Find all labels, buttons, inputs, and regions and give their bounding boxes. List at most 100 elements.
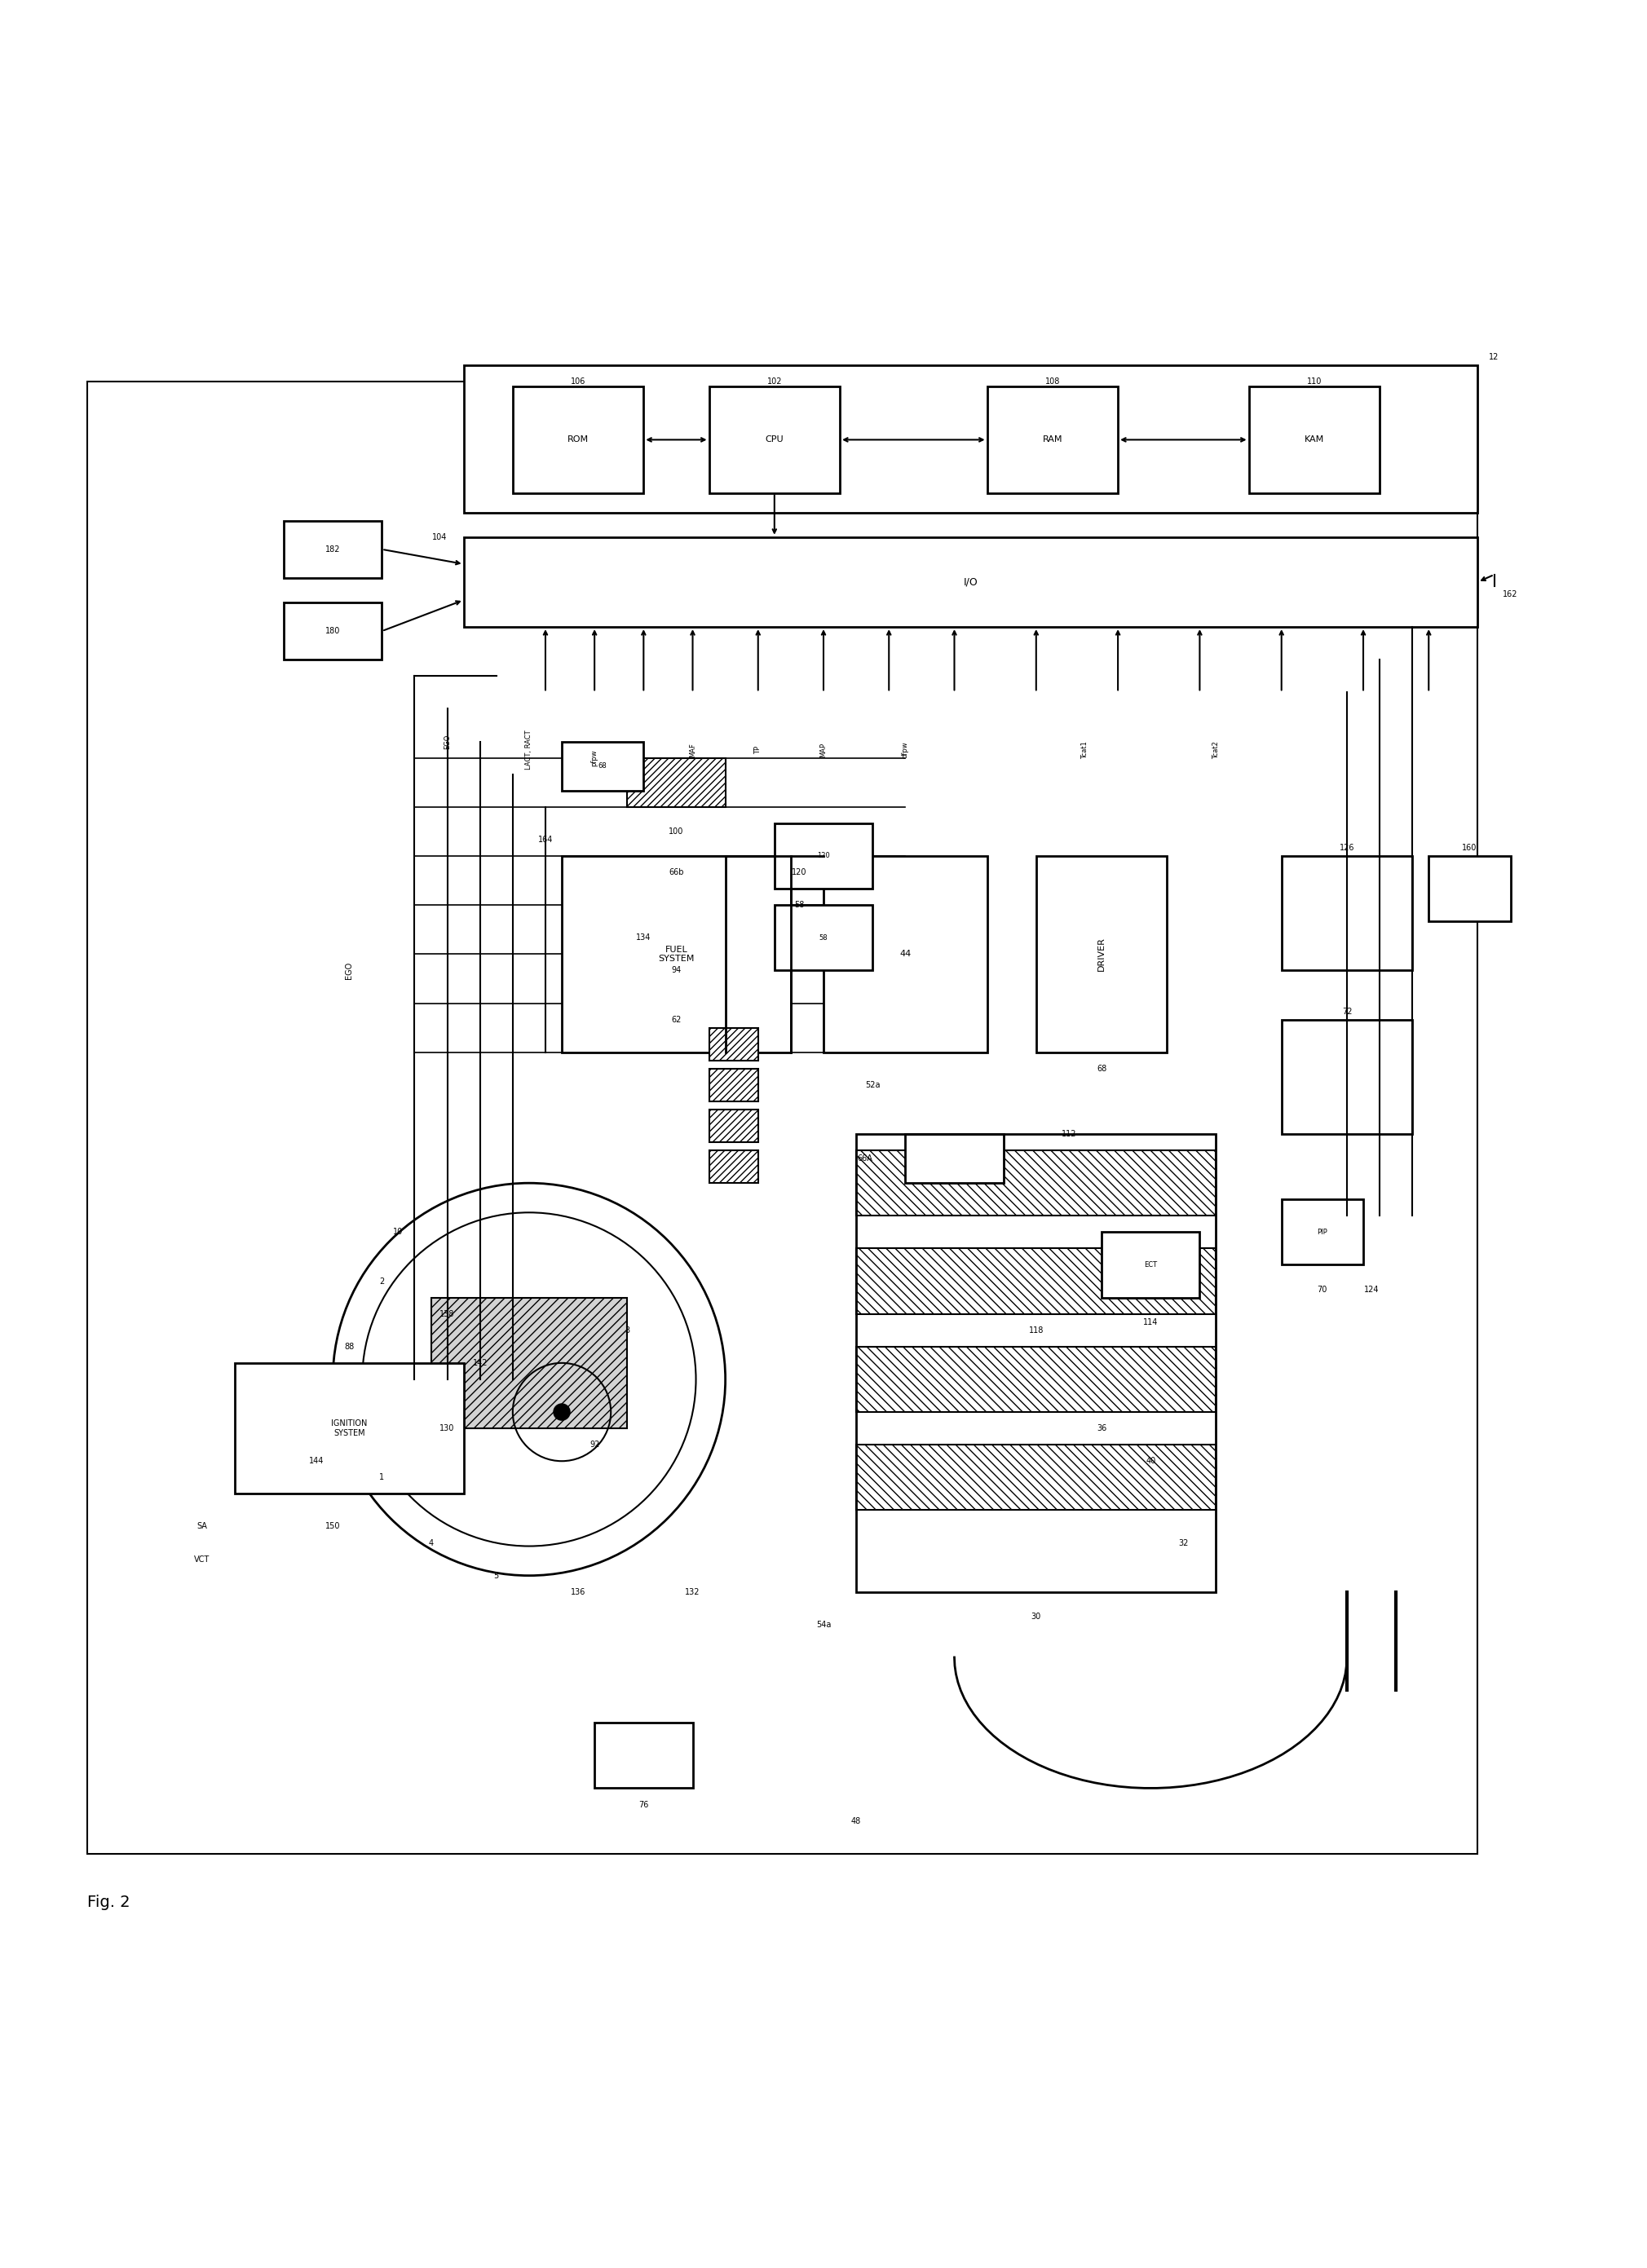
Text: 66b: 66b: [669, 869, 684, 875]
Text: 138: 138: [440, 1311, 455, 1318]
Bar: [856, 1150, 1215, 1216]
Bar: [1281, 1200, 1364, 1266]
Text: 54a: 54a: [815, 1622, 832, 1628]
Text: 66A: 66A: [856, 1154, 873, 1163]
Text: MAF: MAF: [688, 742, 697, 758]
Text: 180: 180: [326, 626, 341, 635]
Text: VCT: VCT: [194, 1556, 209, 1563]
Bar: [987, 386, 1118, 492]
Circle shape: [553, 1404, 570, 1420]
Text: 58: 58: [794, 900, 804, 909]
Text: LACT, RACT: LACT, RACT: [525, 730, 532, 769]
Text: 118: 118: [1029, 1327, 1044, 1334]
Text: 68: 68: [1097, 1064, 1107, 1073]
Text: FUEL
SYSTEM: FUEL SYSTEM: [659, 946, 695, 964]
Text: 76: 76: [639, 1801, 649, 1808]
Bar: [464, 538, 1477, 626]
Text: DRIVER: DRIVER: [1097, 937, 1105, 971]
Text: 134: 134: [636, 934, 651, 941]
Bar: [464, 365, 1477, 513]
Text: 102: 102: [768, 376, 782, 386]
Text: PIP: PIP: [1318, 1229, 1327, 1236]
Text: 88: 88: [344, 1343, 354, 1352]
Text: Tcat2: Tcat2: [1212, 742, 1220, 758]
Bar: [824, 855, 987, 1052]
Text: 110: 110: [1306, 376, 1321, 386]
Text: 108: 108: [1044, 376, 1061, 386]
Text: 126: 126: [1339, 844, 1354, 853]
Text: 160: 160: [1463, 844, 1477, 853]
Text: 52a: 52a: [865, 1082, 879, 1089]
Bar: [708, 1150, 758, 1184]
Bar: [562, 855, 791, 1052]
Text: 124: 124: [1364, 1286, 1379, 1293]
Text: dfpw: dfpw: [901, 742, 909, 758]
Text: 100: 100: [669, 828, 684, 835]
Text: 1: 1: [379, 1474, 384, 1481]
Text: 3: 3: [624, 1327, 629, 1334]
Text: CPU: CPU: [766, 435, 784, 445]
Text: RAM: RAM: [1043, 435, 1062, 445]
Bar: [628, 758, 725, 807]
Bar: [906, 1134, 1003, 1184]
Text: 72: 72: [1342, 1007, 1352, 1016]
Text: 12: 12: [1489, 354, 1499, 361]
Text: 40: 40: [1146, 1456, 1156, 1465]
Bar: [432, 1297, 628, 1429]
Text: 114: 114: [1143, 1318, 1158, 1327]
Text: Tcat1: Tcat1: [1082, 742, 1089, 758]
Text: 132: 132: [685, 1588, 700, 1597]
Bar: [512, 386, 644, 492]
Text: 120: 120: [792, 869, 807, 875]
Text: 70: 70: [1318, 1286, 1327, 1293]
Text: 130: 130: [440, 1424, 455, 1433]
Bar: [1281, 855, 1413, 971]
Bar: [87, 381, 1477, 1853]
Bar: [774, 905, 873, 971]
Text: 10: 10: [394, 1227, 404, 1236]
Text: MAP: MAP: [820, 742, 827, 758]
Bar: [1036, 855, 1168, 1052]
Text: 144: 144: [310, 1456, 324, 1465]
Text: SA: SA: [196, 1522, 208, 1531]
Text: ECT: ECT: [1145, 1261, 1158, 1268]
Bar: [234, 1363, 464, 1495]
Bar: [283, 603, 382, 660]
Text: 32: 32: [1178, 1538, 1189, 1547]
Text: 136: 136: [570, 1588, 586, 1597]
Text: I/O: I/O: [963, 576, 978, 587]
Text: 68: 68: [598, 762, 608, 769]
Text: 164: 164: [539, 835, 553, 844]
Bar: [1248, 386, 1380, 492]
Text: 44: 44: [899, 950, 911, 957]
Text: 94: 94: [672, 966, 682, 975]
Text: 120: 120: [817, 853, 830, 860]
Bar: [708, 1068, 758, 1102]
Text: 142: 142: [473, 1359, 488, 1368]
Text: EGO: EGO: [346, 962, 352, 980]
Text: Fig. 2: Fig. 2: [87, 1896, 130, 1910]
Text: 2: 2: [379, 1277, 384, 1286]
Text: 162: 162: [1504, 590, 1519, 599]
Bar: [708, 1027, 758, 1061]
Bar: [856, 1247, 1215, 1313]
Text: 30: 30: [1031, 1613, 1041, 1622]
Text: KAM: KAM: [1304, 435, 1324, 445]
Bar: [708, 386, 840, 492]
Text: 5: 5: [494, 1572, 499, 1579]
Bar: [856, 1347, 1215, 1413]
Text: 62: 62: [672, 1016, 682, 1023]
Text: 92: 92: [590, 1440, 600, 1449]
Text: TP: TP: [754, 746, 763, 753]
Text: 36: 36: [1097, 1424, 1107, 1433]
Text: pfpw: pfpw: [591, 748, 598, 767]
Bar: [1102, 1232, 1199, 1297]
Bar: [708, 1109, 758, 1143]
Bar: [774, 823, 873, 889]
Bar: [283, 522, 382, 578]
Text: 48: 48: [851, 1817, 861, 1826]
Text: ROM: ROM: [568, 435, 588, 445]
Text: EGO: EGO: [443, 735, 451, 748]
Text: IGNITION
SYSTEM: IGNITION SYSTEM: [331, 1420, 367, 1438]
Text: 58: 58: [819, 934, 828, 941]
